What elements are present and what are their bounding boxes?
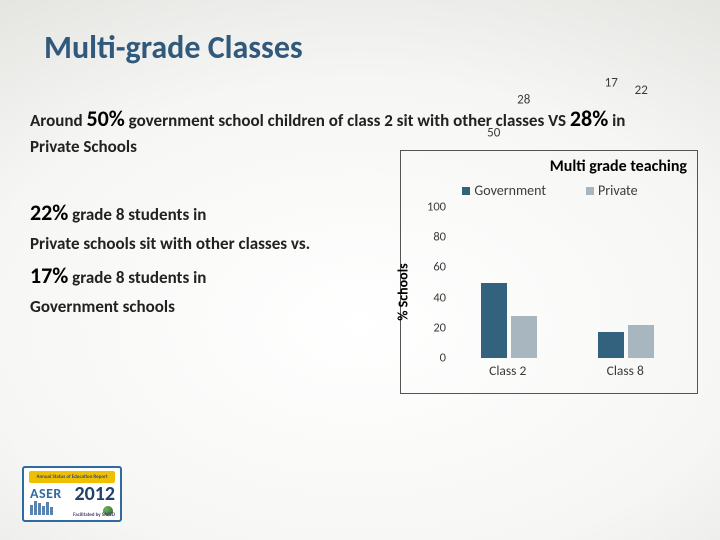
aser-badge-aser: ASER (30, 485, 62, 502)
bullet-lineB2: Government schools (30, 294, 390, 320)
bullet-pct-17: 17% (30, 262, 68, 289)
chart-ytick: 100 (418, 200, 446, 215)
bullet-pct-22: 22% (30, 199, 68, 226)
chart-area: % Schools 02040608010050281722 Class 2Cl… (411, 203, 689, 381)
chart-bar (598, 332, 624, 358)
chart-xcat: Class 2 (489, 362, 526, 379)
aser-badge-facilitated: Facilitated by SAFED (73, 512, 115, 518)
intro-pct-50: 50% (87, 105, 125, 132)
aser-badge-city-icon (30, 501, 54, 515)
chart-ytick: 40 (418, 290, 446, 305)
intro-pre: Around (30, 110, 87, 131)
chart-plot: 02040608010050281722 (449, 207, 685, 359)
chart-bar-label: 50 (481, 126, 507, 205)
chart-ylabel: % Schools (395, 263, 412, 320)
bullets-block: 22% grade 8 students in Private schools … (30, 196, 390, 321)
chart-bar-label: 17 (598, 76, 624, 204)
chart-ytick: 80 (418, 230, 446, 245)
chart-bar (628, 325, 654, 358)
bullet-lineA1: grade 8 students in (68, 204, 206, 225)
chart-container: Multi grade teaching GovernmentPrivate %… (400, 150, 698, 394)
chart-xcat: Class 8 (607, 362, 644, 379)
page-title: Multi-grade Classes (44, 28, 303, 67)
chart-bar-label: 22 (628, 83, 654, 204)
legend-swatch (462, 187, 470, 195)
chart-bar (481, 283, 507, 359)
aser-badge-frame: Annual Status of Education Report ASER 2… (22, 466, 122, 522)
bullet-lineA2: Private schools sit with other classes v… (30, 231, 390, 257)
chart-ytick: 0 (418, 351, 446, 366)
aser-badge-year: 2012 (74, 482, 115, 506)
bullet-lineB1: grade 8 students in (68, 267, 206, 288)
chart-bar (511, 316, 537, 358)
chart-bar-label: 28 (511, 92, 537, 204)
chart-ytick: 20 (418, 320, 446, 335)
legend-swatch (586, 187, 594, 195)
chart-ytick: 60 (418, 260, 446, 275)
aser-badge: Annual Status of Education Report ASER 2… (22, 466, 122, 522)
